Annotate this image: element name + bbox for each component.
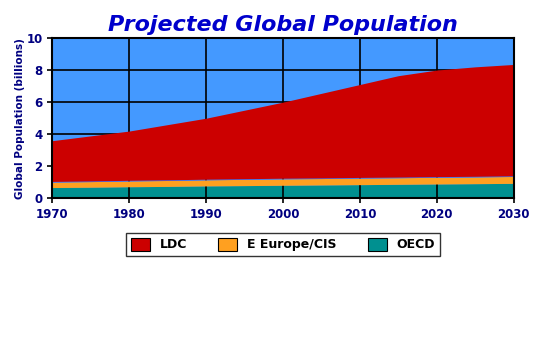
Title: Projected Global Population: Projected Global Population [108,15,458,35]
Legend: LDC, E Europe/CIS, OECD: LDC, E Europe/CIS, OECD [126,233,440,257]
Y-axis label: Global Population (billions): Global Population (billions) [15,38,25,199]
